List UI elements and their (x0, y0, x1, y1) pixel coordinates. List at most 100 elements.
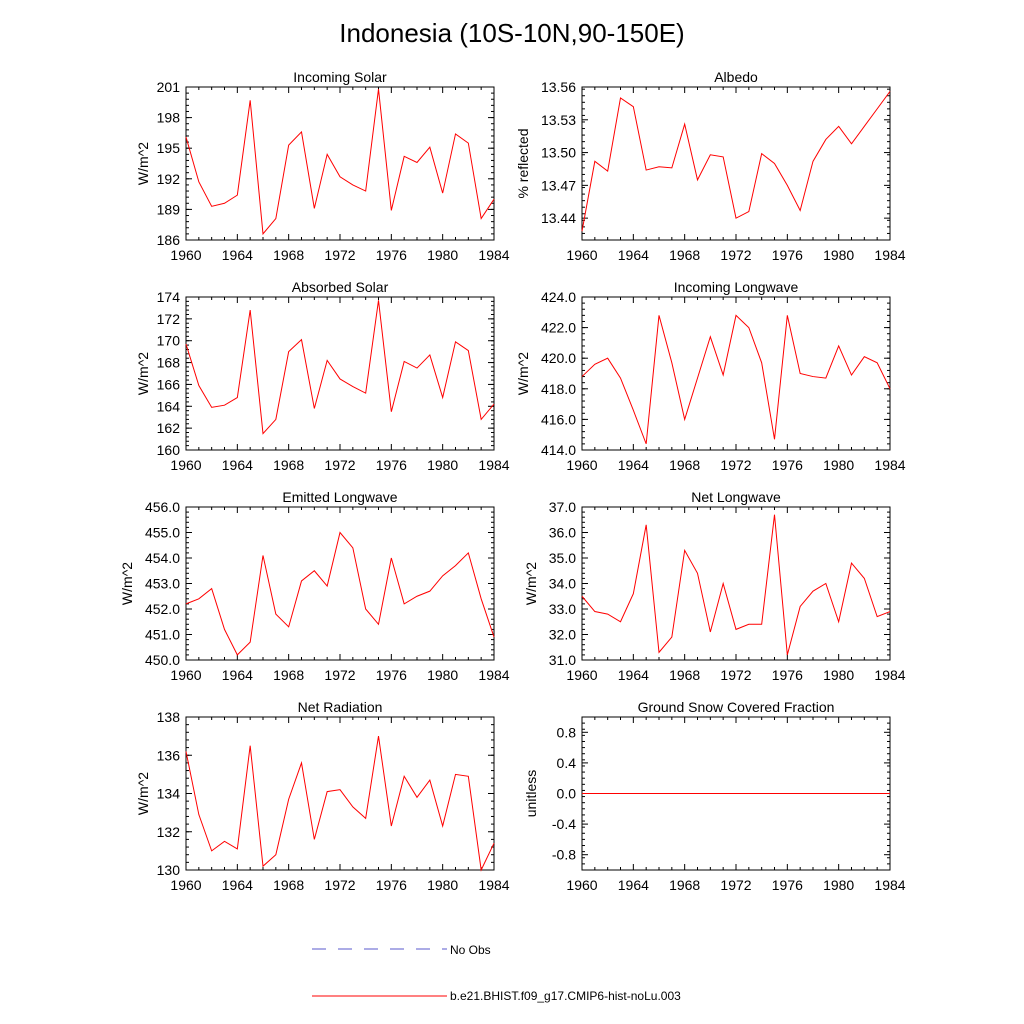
panel-title: Absorbed Solar (292, 279, 389, 295)
y-tick-label: 0.4 (557, 755, 577, 771)
x-tick-label: 1984 (874, 877, 905, 893)
x-tick-label: 1980 (427, 667, 458, 683)
x-tick-label: 1968 (273, 667, 304, 683)
y-tick-label: 13.53 (541, 112, 576, 128)
x-tick-label: 1960 (566, 247, 597, 263)
x-tick-label: 1960 (170, 457, 201, 473)
x-tick-label: 1976 (376, 877, 407, 893)
series-line (581, 91, 891, 232)
plot-frame (581, 296, 891, 451)
figure-title: Indonesia (10S-10N,90-150E) (339, 18, 684, 48)
x-tick-label: 1960 (170, 877, 201, 893)
y-axis-label: unitless (523, 770, 539, 817)
y-axis-label: W/m^2 (515, 352, 531, 395)
x-tick-label: 1980 (427, 877, 458, 893)
x-tick-label: 1984 (478, 247, 509, 263)
x-tick-label: 1980 (823, 457, 854, 473)
x-tick-label: 1984 (478, 877, 509, 893)
y-tick-label: 424.0 (541, 289, 576, 305)
x-tick-label: 1964 (618, 247, 649, 263)
x-tick-label: 1964 (222, 247, 253, 263)
x-tick-label: 1984 (874, 667, 905, 683)
y-tick-label: 186 (157, 232, 181, 248)
chart-panel: Emitted Longwave 1960 1964 1968 1972 1976 1980… (119, 489, 510, 683)
y-tick-label: 192 (157, 171, 181, 187)
y-tick-label: 198 (157, 110, 181, 126)
y-tick-label: 13.44 (541, 210, 576, 226)
x-tick-label: 1964 (222, 877, 253, 893)
x-tick-label: 1972 (720, 877, 751, 893)
y-tick-label: 451.0 (145, 627, 180, 643)
series-line (185, 300, 495, 435)
legend: No Obs b.e21.BHIST.f09_g17.CMIP6-hist-no… (312, 943, 681, 1003)
panel-title: Incoming Longwave (674, 279, 799, 295)
x-tick-label: 1964 (222, 667, 253, 683)
y-tick-label: 36.0 (549, 525, 576, 541)
x-tick-label: 1984 (874, 457, 905, 473)
y-tick-label: -0.4 (552, 816, 576, 832)
chart-panel: Net Radiation 1960 1964 1968 1972 1976 1980 198… (135, 699, 510, 893)
x-tick-label: 1980 (823, 877, 854, 893)
panel-title: Net Radiation (298, 699, 383, 715)
x-tick-label: 1964 (618, 877, 649, 893)
y-tick-label: 414.0 (541, 442, 576, 458)
x-tick-label: 1960 (566, 877, 597, 893)
x-tick-label: 1968 (669, 457, 700, 473)
x-tick-label: 1972 (720, 247, 751, 263)
y-tick-label: 32.0 (549, 627, 576, 643)
series-line (581, 514, 891, 656)
y-tick-label: 418.0 (541, 381, 576, 397)
series-line (185, 736, 495, 872)
panel-title: Ground Snow Covered Fraction (638, 699, 835, 715)
chart-panel: Incoming Solar 1960 1964 1968 1972 1976 1980 19… (135, 69, 510, 263)
x-tick-label: 1976 (376, 457, 407, 473)
x-tick-label: 1968 (273, 457, 304, 473)
y-tick-label: 134 (157, 786, 181, 802)
y-tick-label: 0.0 (557, 786, 577, 802)
x-tick-label: 1980 (427, 457, 458, 473)
x-tick-label: 1968 (669, 247, 700, 263)
x-tick-label: 1976 (772, 457, 803, 473)
x-tick-label: 1980 (823, 247, 854, 263)
y-tick-label: 420.0 (541, 350, 576, 366)
y-tick-label: 450.0 (145, 652, 180, 668)
x-tick-label: 1960 (566, 457, 597, 473)
x-tick-label: 1976 (376, 667, 407, 683)
x-tick-label: 1976 (772, 877, 803, 893)
y-tick-label: 172 (157, 311, 181, 327)
y-tick-label: 201 (157, 79, 181, 95)
y-tick-label: 35.0 (549, 550, 576, 566)
series-line (185, 88, 495, 236)
chart-panel: Albedo 1960 1964 1968 1972 1976 1980 1984 13.44 1… (515, 69, 906, 263)
y-tick-label: 33.0 (549, 601, 576, 617)
panel-title: Albedo (714, 69, 758, 85)
y-tick-label: -0.8 (552, 847, 576, 863)
series-line (581, 314, 891, 445)
y-tick-label: 160 (157, 442, 181, 458)
legend-label-model: b.e21.BHIST.f09_g17.CMIP6-hist-noLu.003 (450, 989, 681, 1003)
y-tick-label: 13.47 (541, 177, 576, 193)
chart-panel: Net Longwave 1960 1964 1968 1972 1976 1980 1984… (523, 489, 906, 683)
y-tick-label: 0.8 (557, 724, 577, 740)
plot-frame (185, 506, 495, 661)
x-tick-label: 1964 (618, 457, 649, 473)
x-tick-label: 1980 (823, 667, 854, 683)
series-line (185, 531, 495, 656)
y-tick-label: 170 (157, 333, 181, 349)
y-axis-label: % reflected (515, 128, 531, 198)
y-tick-label: 13.50 (541, 145, 576, 161)
y-tick-label: 195 (157, 140, 181, 156)
y-axis-label: W/m^2 (135, 352, 151, 395)
panel-title: Emitted Longwave (282, 489, 397, 505)
y-tick-label: 452.0 (145, 601, 180, 617)
y-tick-label: 132 (157, 824, 181, 840)
y-tick-label: 422.0 (541, 320, 576, 336)
y-axis-label: W/m^2 (135, 142, 151, 185)
x-tick-label: 1976 (772, 667, 803, 683)
chart-panel: Incoming Longwave 1960 1964 1968 1972 1976 198… (515, 279, 906, 473)
y-tick-label: 166 (157, 376, 181, 392)
x-tick-label: 1968 (273, 877, 304, 893)
x-tick-label: 1972 (324, 247, 355, 263)
y-tick-label: 416.0 (541, 411, 576, 427)
